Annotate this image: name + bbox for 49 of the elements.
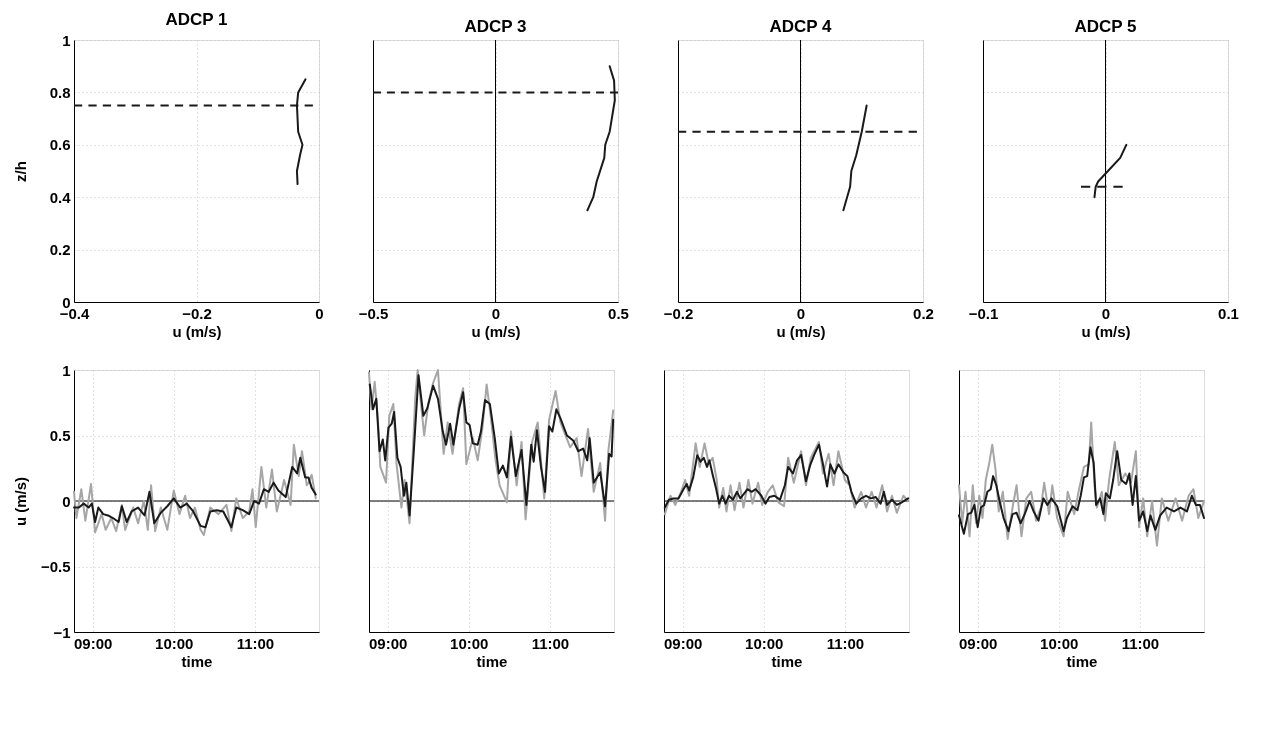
line-series — [73, 443, 317, 537]
x-axis-title: time — [771, 652, 803, 670]
x-tick-label: −0.5 — [358, 304, 389, 322]
x-tick-label: 0 — [796, 304, 806, 322]
line-series — [73, 456, 317, 529]
y-axis-title: u (m/s) — [11, 476, 29, 527]
x-tick-label: 0.1 — [1218, 304, 1239, 322]
x-axis-title: time — [476, 652, 508, 670]
x-tick-label: 09:00 — [663, 634, 703, 652]
x-tick-label: 10:00 — [745, 634, 784, 652]
x-tick-label: 0 — [1101, 304, 1111, 322]
x-tick-label: 09:00 — [73, 634, 113, 652]
x-tick-label: 10:00 — [1040, 634, 1079, 652]
x-tick-label: 0.5 — [608, 304, 629, 322]
x-tick-label: 10:00 — [450, 634, 489, 652]
x-tick-label: 0.2 — [913, 304, 934, 322]
y-tick-label: 0.6 — [49, 136, 71, 154]
x-tick-label: 09:00 — [368, 634, 408, 652]
x-tick-label: 09:00 — [958, 634, 998, 652]
x-axis-title: u (m/s) — [172, 322, 222, 340]
y-tick-label: 0.2 — [49, 241, 71, 259]
x-tick-label: 11:00 — [236, 634, 275, 652]
chart-title: ADCP 5 — [1074, 16, 1137, 36]
x-tick-label: 0 — [315, 304, 324, 322]
y-tick-label: −1 — [53, 623, 71, 641]
x-tick-label: −0.2 — [663, 304, 694, 322]
x-axis-title: u (m/s) — [776, 322, 826, 340]
x-tick-label: 11:00 — [826, 634, 865, 652]
chart-title: ADCP 3 — [464, 16, 527, 36]
y-tick-label: 1 — [62, 361, 71, 379]
chart-title: ADCP 4 — [769, 16, 833, 36]
y-tick-label: 0 — [62, 492, 71, 510]
x-tick-label: −0.1 — [968, 304, 999, 322]
x-axis-title: time — [1066, 652, 1098, 670]
y-tick-label: 0.8 — [49, 83, 71, 101]
x-tick-label: 10:00 — [155, 634, 194, 652]
x-axis-title: time — [181, 652, 213, 670]
y-tick-label: 0.4 — [49, 188, 72, 206]
y-tick-label: 1 — [62, 31, 71, 49]
y-axis-title: z/h — [11, 161, 29, 182]
y-tick-label: −0.5 — [40, 558, 71, 575]
x-tick-label: 0 — [491, 304, 501, 322]
x-axis-title: u (m/s) — [471, 322, 521, 340]
x-tick-label: 11:00 — [531, 634, 570, 652]
x-tick-label: 11:00 — [1121, 634, 1160, 652]
x-axis-title: u (m/s) — [1081, 322, 1131, 340]
y-tick-label: 0.5 — [49, 427, 71, 444]
x-tick-label: −0.2 — [182, 304, 212, 322]
chart-title: ADCP 1 — [165, 10, 228, 29]
